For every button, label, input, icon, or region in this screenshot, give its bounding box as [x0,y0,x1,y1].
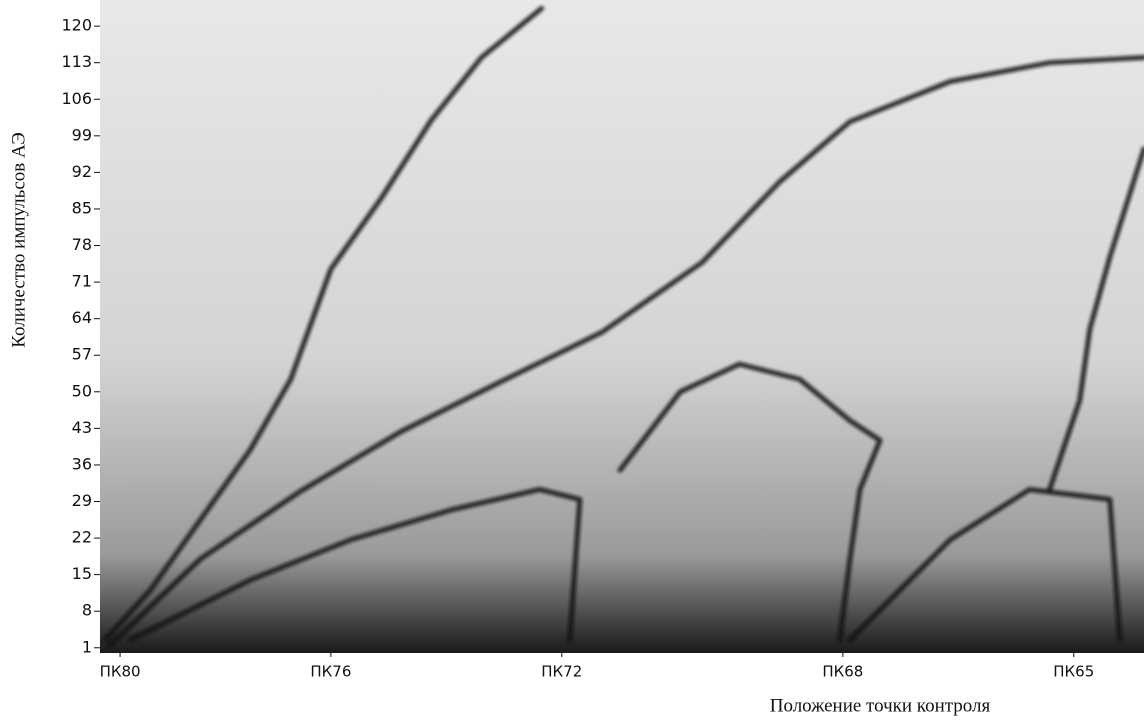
y-tick-label: 29 [72,491,92,510]
x-tick-label: ПК76 [310,663,351,681]
y-tick-label: 50 [72,381,92,400]
y-tick-label: 106 [61,89,92,108]
y-tick-label: 64 [72,308,92,327]
x-tick-label: ПК80 [100,663,141,681]
y-tick-label: 92 [72,162,92,181]
x-tick-label: ПК68 [822,663,863,681]
chart: Количество импульсов АЭ Положение точки … [0,0,1144,720]
y-tick-label: 8 [82,601,92,620]
y-tick-label: 36 [72,454,92,473]
x-axis-title: Положение точки контроля [770,695,991,716]
y-tick-label: 15 [72,564,92,583]
y-tick-label: 120 [61,16,92,35]
x-tick-label: ПК72 [541,663,582,681]
y-tick-label: 71 [72,272,92,291]
y-tick-label: 85 [72,198,92,217]
y-tick-label: 113 [61,52,92,71]
y-tick-label: 43 [72,418,92,437]
y-tick-label: 22 [72,528,92,547]
y-axis-title: Количество импульсов АЭ [8,132,29,348]
y-tick-label: 99 [72,125,92,144]
y-tick-label: 57 [72,345,92,364]
plot-background [100,0,1144,653]
x-tick-label: ПК65 [1053,663,1094,681]
y-tick-label: 1 [82,637,92,656]
y-tick-label: 78 [72,235,92,254]
